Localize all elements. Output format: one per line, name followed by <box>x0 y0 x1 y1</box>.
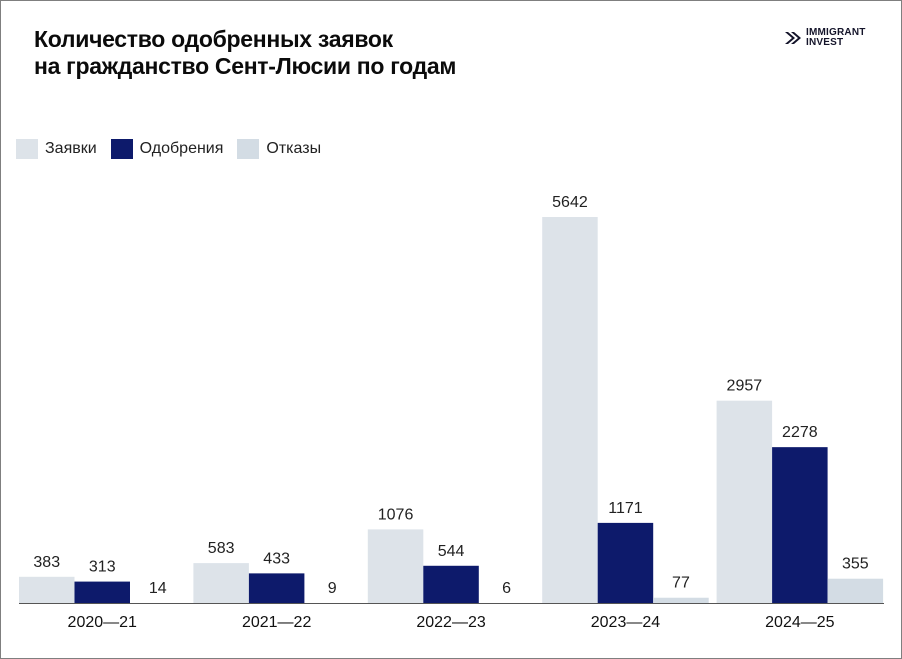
legend-label-1: Заявки <box>45 140 97 157</box>
legend-label-2: Одобрения <box>139 140 224 157</box>
legend-swatch-3 <box>237 139 260 159</box>
legend-item-3: Отказы <box>237 139 321 159</box>
bar-1-1 <box>19 576 75 603</box>
title-line-1: Количество одобренных заявок <box>34 26 393 52</box>
legend-item-1: Заявки <box>16 139 97 159</box>
data-label-1-3: 1076 <box>378 506 414 523</box>
data-label-3-4: 77 <box>672 575 690 592</box>
bar-2-5 <box>772 447 828 603</box>
logo-wordmark: IMMIGRANT INVEST <box>806 28 866 48</box>
chevron-logo-icon <box>785 32 801 44</box>
data-label-1-1: 383 <box>33 554 60 571</box>
x-tick-label-5: 2024—25 <box>765 614 834 631</box>
data-label-3-2: 9 <box>328 580 337 597</box>
legend-swatch-2 <box>110 139 133 159</box>
data-label-3-3: 6 <box>502 580 511 597</box>
x-tick-label-1: 2020—21 <box>68 614 137 631</box>
chart-legend: Заявки Одобрения Отказы <box>16 138 335 160</box>
bar-1-5 <box>716 400 773 603</box>
logo-line-2: INVEST <box>806 37 844 48</box>
data-label-2-2: 433 <box>263 550 290 567</box>
data-label-1-2: 583 <box>208 540 235 557</box>
bar-2-3 <box>423 565 479 603</box>
bar-3-5 <box>827 578 884 603</box>
title-line-2: на гражданство Сент-Люсии по годам <box>34 53 457 79</box>
bar-1-4 <box>542 217 598 603</box>
brand-logo: IMMIGRANT INVEST <box>784 27 866 49</box>
x-tick-label-4: 2023—24 <box>591 614 660 631</box>
x-tick-label-2: 2021—22 <box>242 614 311 631</box>
legend-swatch-1 <box>16 139 38 159</box>
legend-label-3: Отказы <box>266 140 322 157</box>
data-label-2-4: 1171 <box>608 500 643 517</box>
data-label-3-5: 355 <box>842 556 869 573</box>
bar-2-4 <box>597 522 654 603</box>
logo-line-1: IMMIGRANT <box>806 27 866 38</box>
data-label-3-1: 14 <box>149 580 167 597</box>
data-label-2-3: 544 <box>438 543 465 560</box>
bar-3-4 <box>653 597 709 603</box>
data-label-2-1: 313 <box>89 559 116 576</box>
bar-1-3 <box>367 529 424 603</box>
x-tick-label-3: 2022—23 <box>416 614 485 631</box>
page-title: Количество одобренных заявок на гражданс… <box>34 26 456 80</box>
bar-1-2 <box>193 563 249 603</box>
data-label-1-4: 5642 <box>552 194 588 211</box>
data-label-2-5: 2278 <box>782 424 818 441</box>
bar-2-2 <box>248 573 305 603</box>
legend-item-2: Одобрения <box>110 139 224 159</box>
bar-2-1 <box>74 581 130 603</box>
data-label-1-5: 2957 <box>727 378 763 395</box>
